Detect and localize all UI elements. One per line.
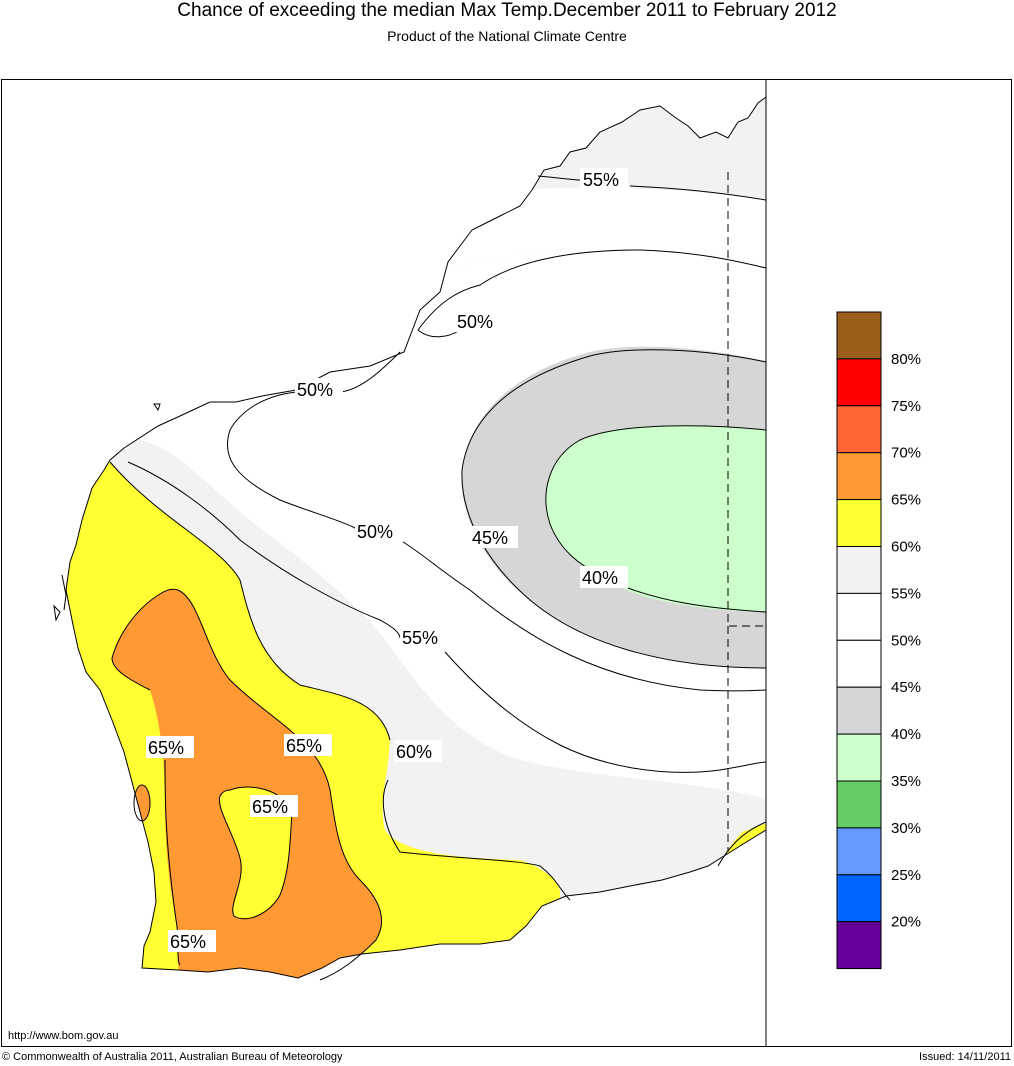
legend-label: 60% [891,539,921,556]
map-title: Chance of exceeding the median Max Temp.… [177,0,837,21]
legend-label: 30% [891,820,921,837]
contour-label: 65% [252,797,288,817]
legend-swatch [836,546,882,594]
map-land [66,97,766,978]
contour-label: 55% [583,170,619,190]
legend-label: 25% [891,867,921,884]
legend-swatch [836,311,882,360]
legend-swatch [836,686,882,735]
contour-label: 45% [472,528,508,548]
contour-label: 55% [402,628,438,648]
legend-swatch [836,452,882,501]
source-url[interactable]: http://www.bom.gov.au [8,1030,119,1042]
legend-label: 55% [891,585,921,602]
contour-lines [109,175,767,981]
island-outline [61,574,67,611]
issued-date: Issued: 14/11/2011 [919,1051,1011,1063]
contour-label: 65% [170,932,206,952]
legend-swatch [836,733,882,782]
legend-swatch [836,874,882,923]
legend-label: 80% [891,351,921,368]
contour-label: 50% [457,312,493,332]
island-outline [153,403,161,412]
legend-label: 50% [891,632,921,649]
legend-label: 65% [891,492,921,509]
legend-label: 35% [891,773,921,790]
contour-label: 40% [582,568,618,588]
legend-label: 70% [891,445,921,462]
legend-color-bar [836,311,882,970]
legend-swatch [836,358,882,407]
legend-label: 45% [891,679,921,696]
legend-swatch [836,780,882,829]
legend-label: 75% [891,398,921,415]
legend-swatch [836,592,882,641]
coastline [65,96,767,979]
legend-label: 20% [891,914,921,931]
contour-label: 50% [297,380,333,400]
island-outline [53,604,61,622]
contour-label: 65% [286,736,322,756]
legend-swatch [836,499,882,548]
map-subtitle: Product of the National Climate Centre [387,28,627,44]
map-frame [1,79,1012,1047]
copyright-notice: © Commonwealth of Australia 2011, Austra… [2,1051,343,1063]
legend-swatch [836,405,882,454]
legend-label: 40% [891,726,921,743]
legend-labels: 80% 75% 70% 65% 60% 55% 50% 45% 40% 35% 30% 25% 20% [891,351,921,931]
legend-swatch [836,639,882,688]
legend-swatch [836,921,882,970]
contour-labels: 55% 50% 50% 50% 45% 40% 55% 65% 65% 60% … [146,168,628,952]
contour-label: 60% [396,742,432,762]
legend-swatch [836,827,882,876]
contour-label: 65% [148,738,184,758]
contour-label: 50% [357,522,393,542]
